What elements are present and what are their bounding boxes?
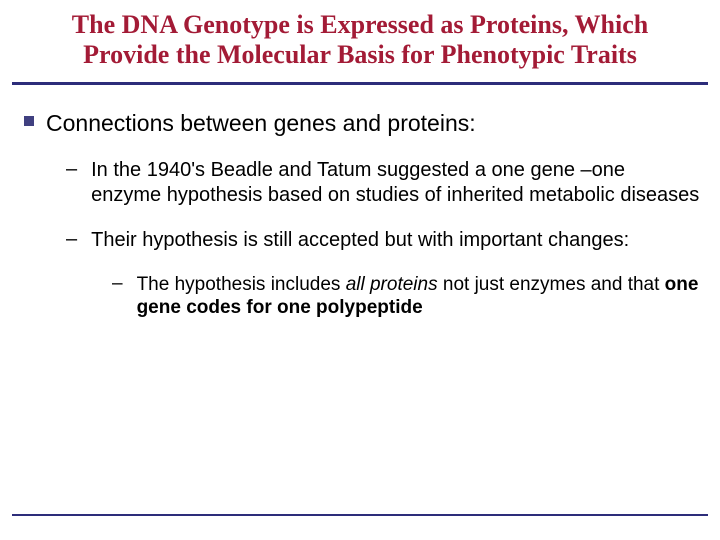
bottom-divider	[12, 514, 708, 516]
level3-text: The hypothesis includes all proteins not…	[137, 273, 700, 321]
level3-italic: all proteins	[346, 274, 438, 295]
level3-mid: not just enzymes and that	[438, 274, 665, 295]
dash-icon: –	[66, 158, 77, 181]
level2-text: In the 1940's Beadle and Tatum suggested…	[91, 158, 700, 208]
level1-text: Connections between genes and proteins:	[46, 109, 476, 138]
content-area: Connections between genes and proteins: …	[0, 85, 720, 320]
dash-icon: –	[112, 273, 123, 295]
level2-text: Their hypothesis is still accepted but w…	[91, 228, 629, 253]
dash-icon: –	[66, 228, 77, 251]
bullet-level3: – The hypothesis includes all proteins n…	[112, 273, 700, 321]
bullet-level2: – In the 1940's Beadle and Tatum suggest…	[66, 158, 700, 208]
bullet-level2: – Their hypothesis is still accepted but…	[66, 228, 700, 253]
square-bullet-icon	[24, 116, 34, 126]
slide-title: The DNA Genotype is Expressed as Protein…	[0, 0, 720, 78]
level3-pre: The hypothesis includes	[137, 274, 346, 295]
bullet-level1: Connections between genes and proteins:	[20, 109, 700, 138]
level2-container: – In the 1940's Beadle and Tatum suggest…	[20, 158, 700, 321]
level3-container: – The hypothesis includes all proteins n…	[66, 273, 700, 321]
